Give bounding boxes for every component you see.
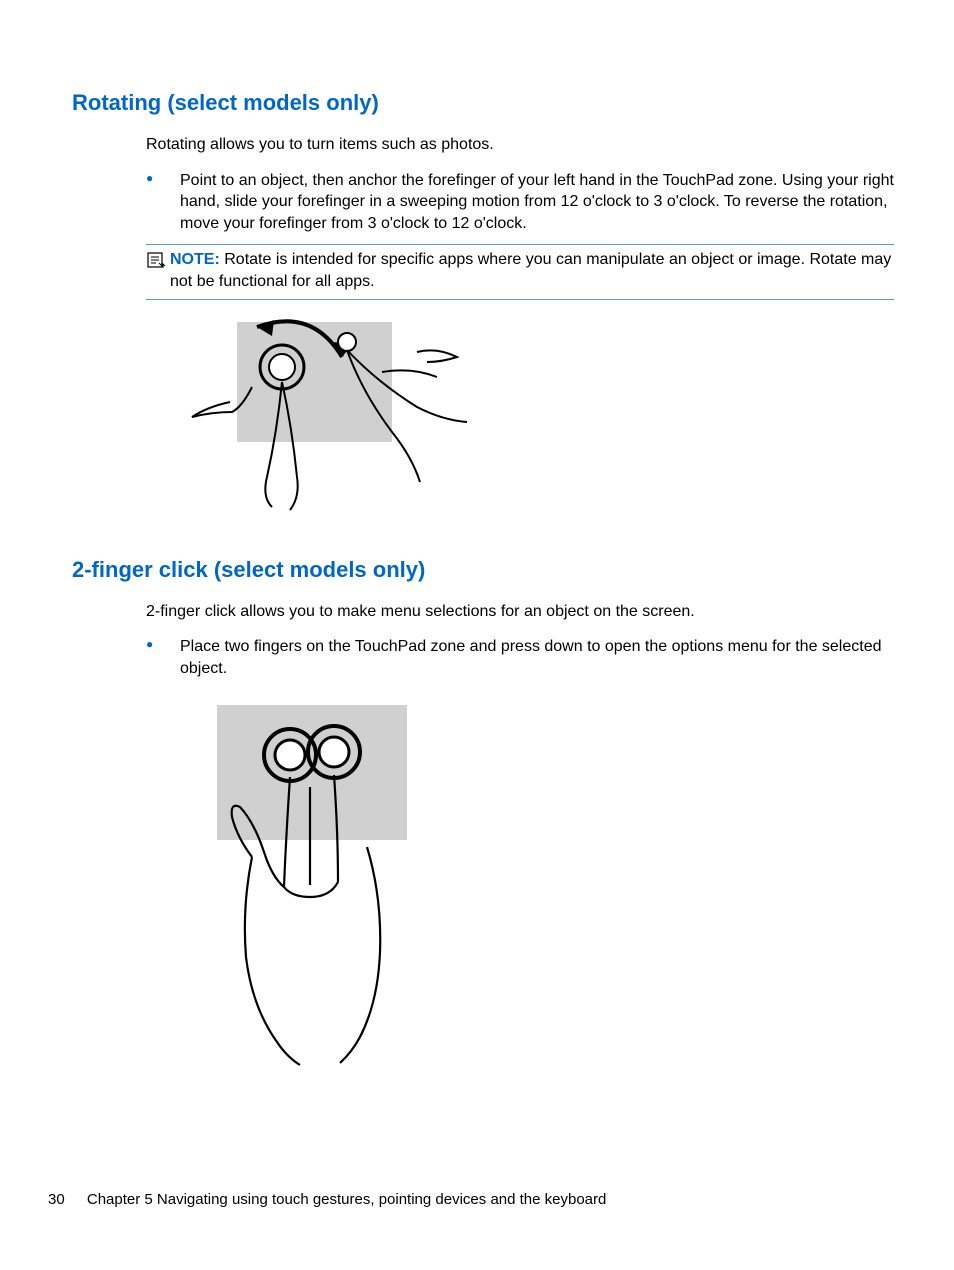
two-finger-click-bullet-item: Place two fingers on the TouchPad zone a… bbox=[146, 636, 894, 679]
two-finger-click-figure bbox=[182, 697, 894, 1072]
two-finger-click-bullet-list: Place two fingers on the TouchPad zone a… bbox=[146, 636, 894, 679]
two-finger-click-intro: 2-finger click allows you to make menu s… bbox=[146, 601, 894, 623]
note-label: NOTE: bbox=[170, 251, 220, 268]
rotating-heading: Rotating (select models only) bbox=[72, 90, 894, 116]
rotating-gesture-figure bbox=[182, 312, 894, 527]
rotating-bullet-item: Point to an object, then anchor the fore… bbox=[146, 170, 894, 235]
note-text: Rotate is intended for specific apps whe… bbox=[170, 251, 891, 290]
rotating-intro: Rotating allows you to turn items such a… bbox=[146, 134, 894, 156]
two-finger-click-heading: 2-finger click (select models only) bbox=[72, 557, 894, 583]
page-footer: 30 Chapter 5 Navigating using touch gest… bbox=[48, 1191, 606, 1208]
rotating-bullet-list: Point to an object, then anchor the fore… bbox=[146, 170, 894, 235]
page-number: 30 bbox=[48, 1191, 65, 1208]
note-icon bbox=[146, 250, 166, 275]
note-box: NOTE: Rotate is intended for specific ap… bbox=[146, 244, 894, 299]
note-content: NOTE: Rotate is intended for specific ap… bbox=[170, 249, 894, 292]
chapter-label: Chapter 5 Navigating using touch gesture… bbox=[87, 1191, 607, 1208]
